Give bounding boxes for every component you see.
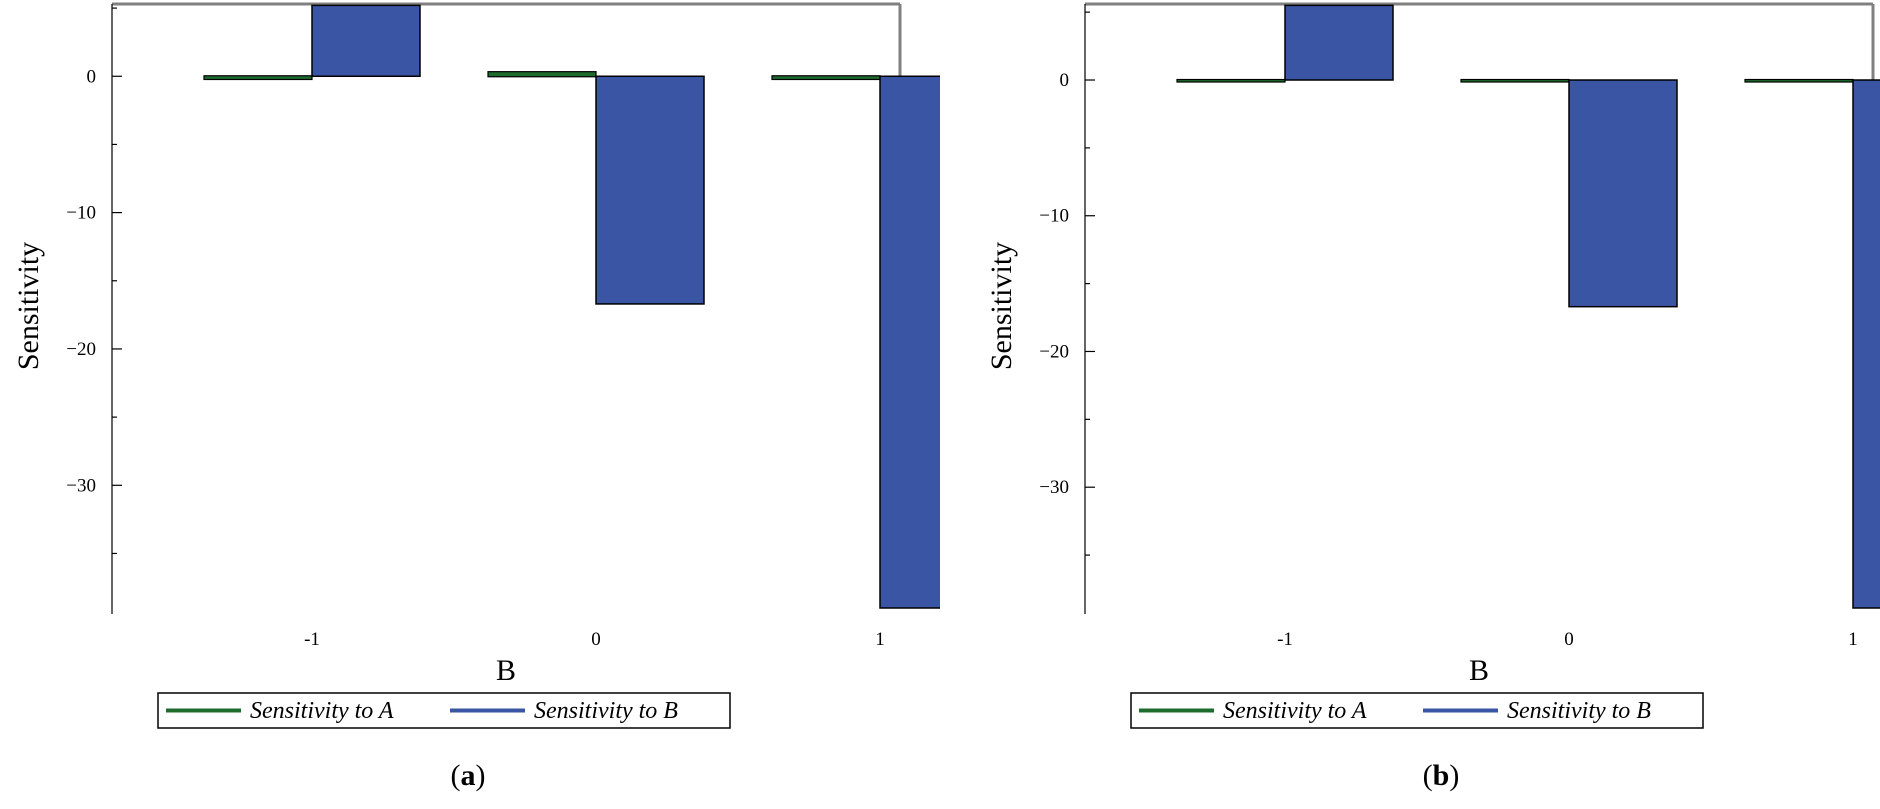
y-tick-label: −20: [1039, 341, 1069, 362]
y-tick-label: −10: [66, 203, 96, 224]
y-tick-label: −30: [66, 475, 96, 496]
x-tick-label: 0: [1564, 629, 1574, 650]
bar-sensitivity-a: [487, 71, 597, 78]
bar-sensitivity-b: [1568, 79, 1678, 308]
caption-letter: a: [461, 759, 476, 792]
caption-letter: b: [1433, 759, 1450, 792]
legend-box: [1130, 692, 1704, 729]
chart-panel-a: 0 −10 −20 −30 -1 0 1 B Sensitivity Sensitivity to…: [0, 0, 989, 804]
bar-sensitivity-a: [1176, 78, 1286, 83]
bar-sensitivity-b: [311, 4, 421, 78]
y-axis-title: Sensitivity: [12, 242, 45, 370]
chart-panel-b: 0 −10 −20 −30 -1 0 1 B Sensitivity Sensitivity to…: [973, 0, 1880, 804]
bar-sensitivity-b: [1284, 4, 1394, 81]
x-tick-label: 1: [875, 629, 885, 650]
caption-close: ): [476, 759, 486, 792]
y-tick-label: 0: [87, 66, 97, 87]
bar-sensitivity-b: [595, 75, 705, 305]
x-tick-label: -1: [304, 629, 320, 650]
y-tick-label: −20: [66, 339, 96, 360]
x-tick-label: 1: [1848, 629, 1858, 650]
bar-sensitivity-a: [771, 75, 881, 81]
legend-label: Sensitivity to A: [250, 698, 394, 724]
bar-sensitivity-b: [879, 75, 989, 609]
x-axis-title: B: [496, 654, 516, 687]
legend-label: Sensitivity to A: [1223, 698, 1367, 724]
x-axis-title: B: [1469, 654, 1489, 687]
caption-close: ): [1449, 759, 1459, 792]
x-tick-label: -1: [1277, 629, 1293, 650]
x-tick-label: 0: [591, 629, 601, 650]
y-axis-title: Sensitivity: [985, 242, 1018, 370]
caption-open: (: [451, 759, 461, 792]
legend: Sensitivity to A Sensitivity to B: [1130, 692, 1704, 729]
legend-label: Sensitivity to B: [1507, 698, 1651, 724]
bar-chart-svg: 0 −10 −20 −30 -1 0 1 B Sensitivity Sensitivity to…: [985, 2, 1880, 792]
legend-label: Sensitivity to B: [534, 698, 678, 724]
bar-chart-svg: 0 −10 −20 −30 -1 0 1 B Sensitivity Sensitivity to…: [12, 2, 989, 792]
legend: Sensitivity to A Sensitivity to B: [157, 692, 731, 729]
bar-sensitivity-a: [203, 75, 313, 81]
panel-caption: (a): [451, 759, 486, 792]
y-tick-label: 0: [1060, 70, 1070, 91]
bar-sensitivity-b: [1852, 79, 1880, 609]
y-tick-label: −30: [1039, 477, 1069, 498]
panel-caption: (b): [1423, 759, 1460, 792]
y-tick-label: −10: [1039, 206, 1069, 227]
bar-sensitivity-a: [1744, 78, 1854, 83]
bar-sensitivity-a: [1460, 78, 1570, 83]
legend-box: [157, 692, 731, 729]
caption-open: (: [1423, 759, 1433, 792]
